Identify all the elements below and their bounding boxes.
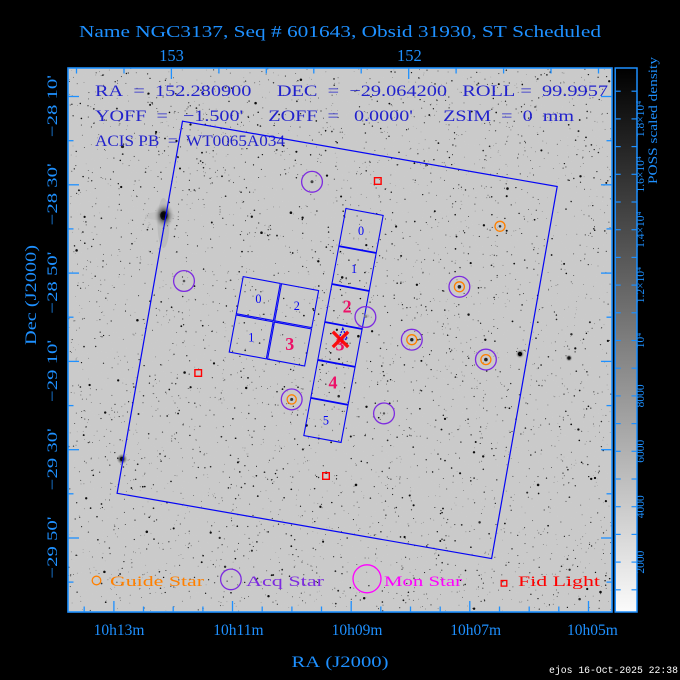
svg-text:Name NGC3137, Seq # 601643, Ob: Name NGC3137, Seq # 601643, Obsid 31930,…	[79, 22, 602, 41]
svg-text:10h09m: 10h09m	[332, 622, 383, 639]
svg-text:10h07m: 10h07m	[450, 622, 501, 639]
svg-text:153: 153	[159, 46, 184, 65]
svg-text:3: 3	[285, 334, 294, 354]
svg-text:−29 30': −29 30'	[45, 428, 61, 490]
svg-text:1: 1	[248, 330, 254, 344]
svg-text:3: 3	[336, 335, 345, 355]
svg-text:10⁴: 10⁴	[635, 333, 647, 349]
svg-text:−28 50': −28 50'	[45, 251, 61, 313]
svg-text:5: 5	[323, 414, 329, 428]
svg-text:2: 2	[294, 299, 300, 313]
svg-text:2000: 2000	[635, 550, 647, 573]
svg-text:Fid Light: Fid Light	[518, 574, 601, 590]
svg-text:4: 4	[329, 373, 338, 393]
svg-text:RA = 152.280900 DEC =: RA = 152.280900 DEC = −29.064200 ROLL = …	[95, 83, 608, 100]
svg-text:1: 1	[351, 262, 357, 276]
svg-text:1.4×10⁴: 1.4×10⁴	[635, 212, 647, 248]
svg-text:Guide Star: Guide Star	[110, 574, 204, 590]
svg-text:−29 50': −29 50'	[45, 516, 61, 578]
svg-text:152: 152	[397, 46, 422, 65]
svg-text:−29 10': −29 10'	[45, 340, 61, 402]
svg-text:Dec (J2000): Dec (J2000)	[23, 245, 40, 345]
svg-text:−28 10': −28 10'	[45, 75, 61, 137]
svg-text:2: 2	[343, 297, 352, 317]
svg-text:8000: 8000	[635, 384, 647, 407]
svg-text:10h05m: 10h05m	[567, 622, 618, 639]
svg-text:4000: 4000	[635, 495, 647, 518]
svg-text:10h13m: 10h13m	[94, 622, 145, 639]
svg-text:YOFF = −1.500' ZOFF =: YOFF = −1.500' ZOFF = 0.0000' ZSIM = 0 m…	[95, 108, 575, 125]
svg-text:ACIS PB = WT0065A034: ACIS PB = WT0065A034	[95, 133, 285, 150]
svg-text:Acq Star: Acq Star	[246, 574, 324, 590]
svg-text:0: 0	[358, 224, 364, 238]
svg-text:1.8×10⁴: 1.8×10⁴	[635, 101, 647, 137]
svg-text:−28 30': −28 30'	[45, 163, 61, 225]
svg-text:1.2×10⁴: 1.2×10⁴	[635, 267, 647, 303]
svg-text:10h11m: 10h11m	[213, 622, 263, 639]
svg-text:Mon Star: Mon Star	[384, 574, 462, 590]
svg-text:1.6×10⁴: 1.6×10⁴	[635, 156, 647, 192]
svg-text:6000: 6000	[635, 440, 647, 463]
svg-text:0: 0	[255, 292, 261, 306]
svg-text:RA (J2000): RA (J2000)	[292, 654, 389, 671]
svg-text:ejos 16-Oct-2025 22:38: ejos 16-Oct-2025 22:38	[549, 665, 678, 677]
svg-text:POSS scaled density: POSS scaled density	[646, 56, 660, 184]
